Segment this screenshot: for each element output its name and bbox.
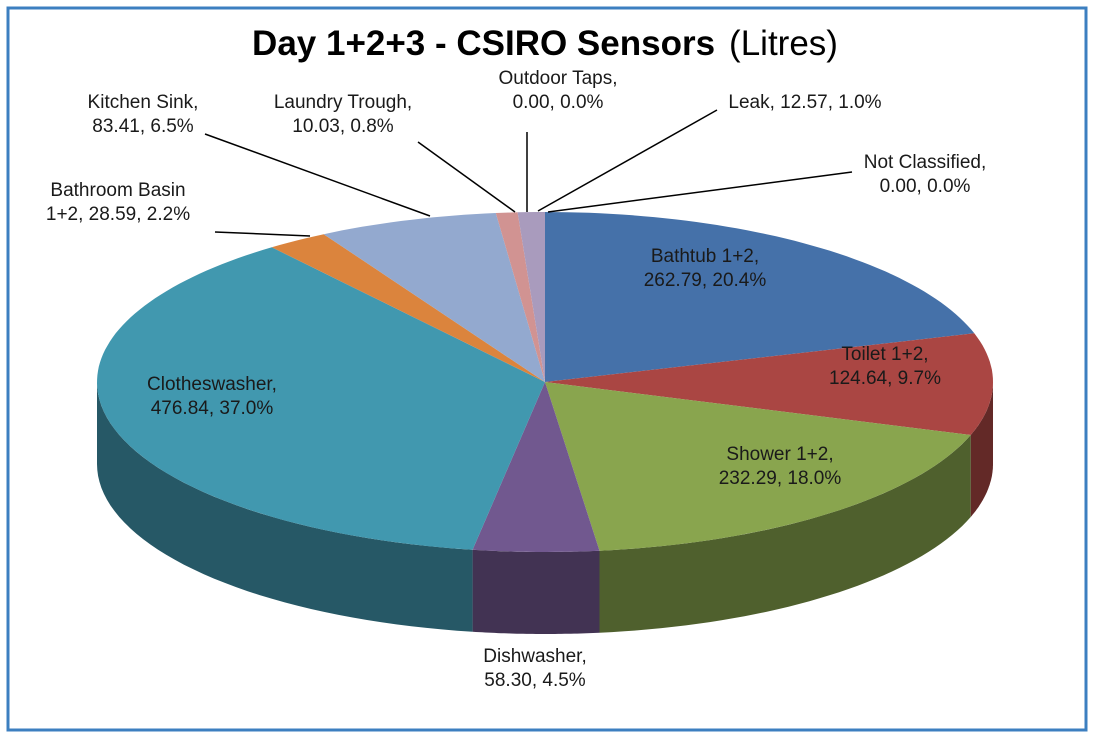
label-line: 0.00, 0.0%	[513, 92, 604, 113]
label-line: Bathroom Basin	[50, 180, 185, 201]
label-line: Dishwasher,	[483, 646, 587, 667]
slice	[545, 212, 975, 382]
data-label: Not Classified, 0.00, 0.0%	[864, 152, 987, 197]
label-line: Laundry Trough,	[274, 92, 412, 113]
data-label: Shower 1+2, 232.29, 18.0%	[719, 444, 842, 489]
data-label: Leak, 12.57, 1.0%	[728, 92, 881, 113]
slice	[472, 382, 600, 552]
label-line: 0.00, 0.0%	[880, 176, 971, 197]
data-label: Dishwasher, 58.30, 4.5%	[483, 646, 587, 691]
label-line: Clotheswasher,	[147, 374, 277, 395]
title-unit: (Litres)	[729, 24, 838, 63]
slice	[545, 333, 993, 435]
label-line: 10.03, 0.8%	[292, 116, 394, 137]
label-line: Not Classified,	[864, 152, 987, 173]
chart-title: Day 1+2+3 - CSIRO Sensors (Litres)	[252, 24, 838, 63]
slice	[271, 234, 545, 382]
leader-line	[537, 109, 718, 212]
data-label: Bathroom Basin 1+2, 28.59, 2.2%	[46, 180, 190, 225]
label-line: 58.30, 4.5%	[484, 670, 586, 691]
slice	[495, 212, 545, 382]
slice	[323, 213, 545, 382]
label-line: Toilet 1+2,	[841, 344, 928, 365]
data-label: Laundry Trough, 10.03, 0.8%	[274, 92, 412, 137]
data-label: Clotheswasher, 476.84, 37.0%	[147, 374, 277, 419]
label-line: Kitchen Sink,	[88, 92, 199, 113]
slice-side	[970, 382, 993, 517]
label-line: Outdoor Taps,	[498, 68, 617, 89]
label-line: 124.64, 9.7%	[829, 368, 941, 389]
slice-side	[97, 382, 473, 632]
data-label: Toilet 1+2, 124.64, 9.7%	[829, 344, 941, 389]
slice	[97, 247, 545, 550]
label-line: Shower 1+2,	[726, 444, 833, 465]
label-line: 83.41, 6.5%	[92, 116, 194, 137]
leader-line	[214, 231, 311, 237]
slice-side	[472, 549, 600, 634]
slice	[545, 382, 971, 551]
data-label: Kitchen Sink, 83.41, 6.5%	[88, 92, 199, 137]
slice-side	[599, 435, 971, 633]
label-line: 232.29, 18.0%	[719, 468, 842, 489]
data-label: Outdoor Taps, 0.00, 0.0%	[498, 68, 617, 113]
leader-line	[547, 171, 853, 213]
label-line: 1+2, 28.59, 2.2%	[46, 204, 190, 225]
leader-line	[417, 141, 516, 213]
label-line: 262.79, 20.4%	[644, 270, 767, 291]
title-main: Day 1+2+3 - CSIRO Sensors	[252, 24, 715, 63]
slice	[517, 212, 545, 382]
leader-line	[204, 133, 431, 217]
label-line: 476.84, 37.0%	[151, 398, 274, 419]
label-line: Bathtub 1+2,	[651, 246, 759, 267]
data-label: Bathtub 1+2, 262.79, 20.4%	[644, 246, 767, 291]
